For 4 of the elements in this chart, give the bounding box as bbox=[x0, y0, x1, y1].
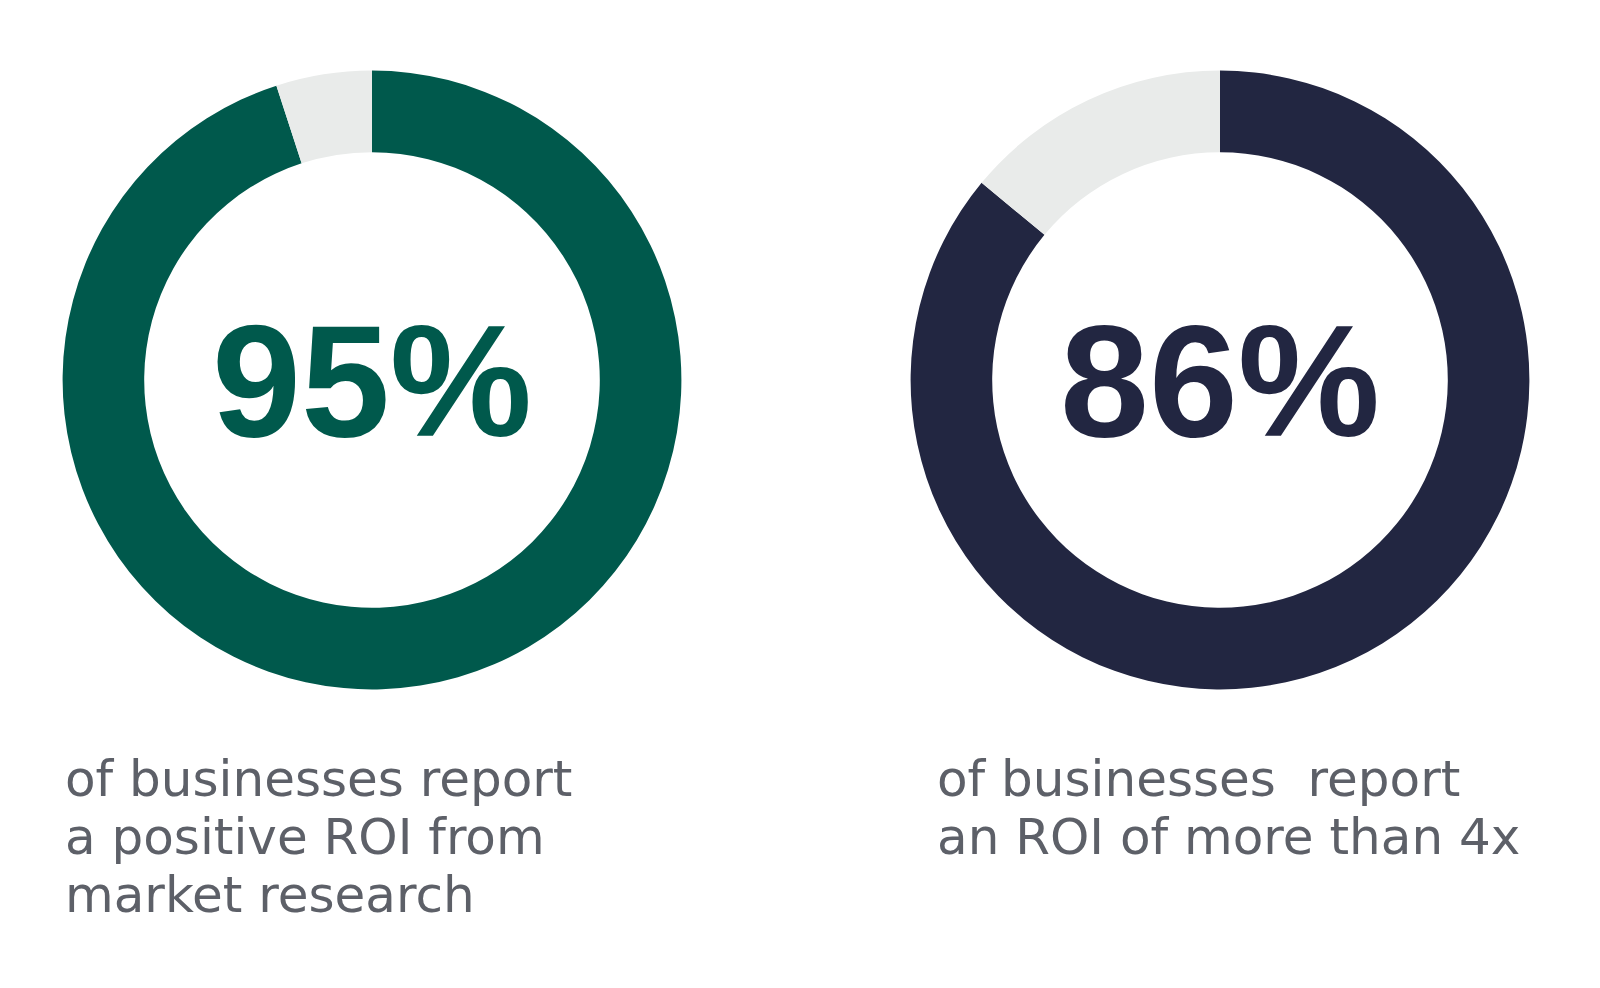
data-label: 95% bbox=[211, 290, 533, 470]
text: of businesses report a positive ROI from market research bbox=[65, 750, 573, 924]
data-label: 86% bbox=[1059, 290, 1381, 470]
text: of businesses report an ROI of more than 4x bbox=[937, 750, 1521, 866]
